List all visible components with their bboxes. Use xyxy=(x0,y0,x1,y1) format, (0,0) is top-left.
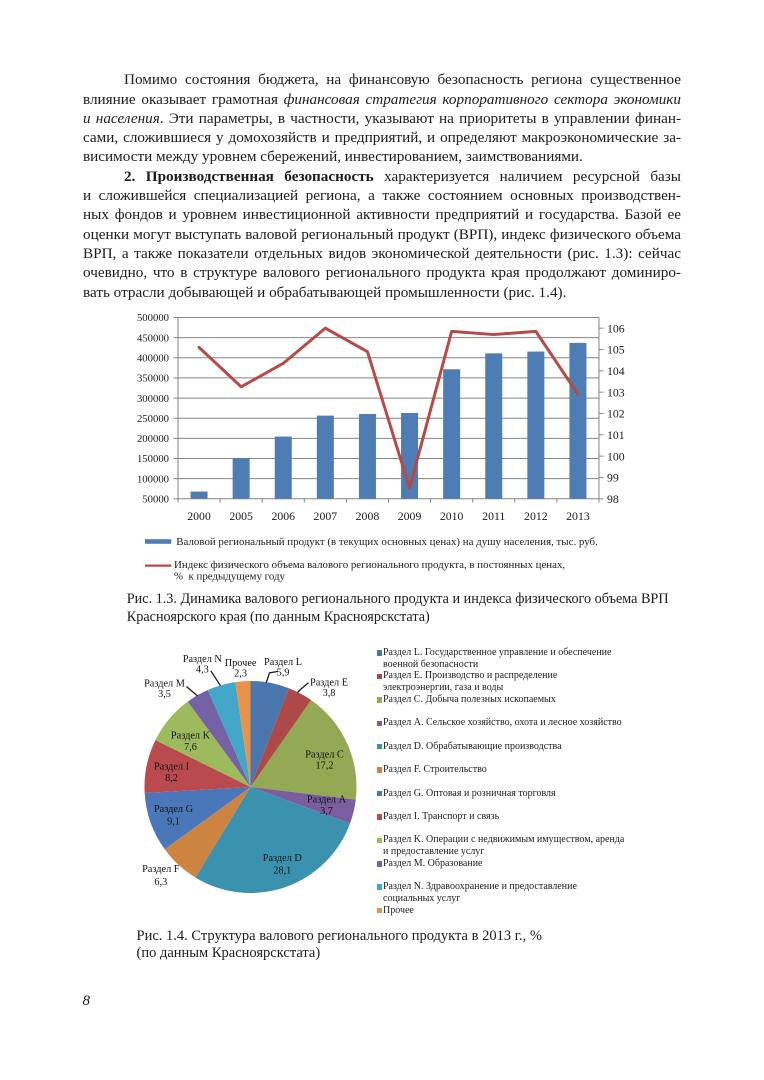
svg-text:400000: 400000 xyxy=(137,352,169,364)
svg-text:106: 106 xyxy=(607,321,625,335)
svg-text:100: 100 xyxy=(607,449,625,463)
svg-text:7,6: 7,6 xyxy=(184,742,197,753)
svg-text:6,3: 6,3 xyxy=(154,877,167,888)
svg-text:2005: 2005 xyxy=(229,509,253,523)
svg-text:102: 102 xyxy=(607,407,625,421)
svg-text:2,3: 2,3 xyxy=(234,669,247,680)
svg-text:9,1: 9,1 xyxy=(167,817,180,828)
svg-text:17,2: 17,2 xyxy=(315,761,333,772)
svg-text:3,8: 3,8 xyxy=(323,688,336,699)
svg-text:Раздел L: Раздел L xyxy=(264,657,302,668)
svg-text:50000: 50000 xyxy=(142,494,169,506)
svg-text:3,5: 3,5 xyxy=(158,689,171,700)
svg-text:2010: 2010 xyxy=(440,509,464,523)
svg-text:150000: 150000 xyxy=(137,453,169,465)
svg-text:104: 104 xyxy=(607,364,625,378)
svg-text:Раздел E: Раздел E xyxy=(310,678,348,689)
svg-text:105: 105 xyxy=(607,343,625,357)
svg-text:103: 103 xyxy=(607,385,625,399)
svg-text:Раздел G: Раздел G xyxy=(154,804,194,815)
svg-text:Раздел C: Раздел C xyxy=(305,749,344,760)
svg-text:500000: 500000 xyxy=(137,312,169,324)
svg-text:28,1: 28,1 xyxy=(273,865,291,876)
svg-text:2011: 2011 xyxy=(482,509,505,523)
svg-text:3,7: 3,7 xyxy=(320,806,333,817)
svg-text:Раздел N: Раздел N xyxy=(183,654,223,665)
svg-text:Раздел A: Раздел A xyxy=(307,794,347,805)
svg-text:Раздел D: Раздел D xyxy=(263,853,303,864)
svg-text:200000: 200000 xyxy=(137,433,169,445)
svg-text:2013: 2013 xyxy=(566,509,590,523)
svg-text:450000: 450000 xyxy=(137,332,169,344)
svg-text:250000: 250000 xyxy=(137,413,169,425)
svg-text:350000: 350000 xyxy=(137,373,169,385)
svg-text:300000: 300000 xyxy=(137,393,169,405)
svg-text:5,9: 5,9 xyxy=(277,667,290,678)
svg-text:Раздел M: Раздел M xyxy=(144,678,185,689)
svg-text:98: 98 xyxy=(607,492,619,506)
svg-text:4,3: 4,3 xyxy=(196,665,209,676)
svg-text:Раздел F: Раздел F xyxy=(142,864,180,875)
svg-text:Раздел K: Раздел K xyxy=(171,731,211,742)
svg-text:2008: 2008 xyxy=(356,509,380,523)
svg-text:2006: 2006 xyxy=(271,509,295,523)
svg-text:2007: 2007 xyxy=(314,509,338,523)
svg-text:2009: 2009 xyxy=(398,509,422,523)
svg-text:100000: 100000 xyxy=(137,473,169,485)
svg-text:101: 101 xyxy=(607,428,625,442)
svg-text:Раздел I: Раздел I xyxy=(154,761,190,772)
svg-text:2012: 2012 xyxy=(524,509,548,523)
svg-text:Прочее: Прочее xyxy=(225,658,257,669)
svg-text:Индекс физического объема вало: Индекс физического объема валового регио… xyxy=(174,559,565,571)
svg-text:% к предыдущему году: % к предыдущему году xyxy=(174,571,285,583)
svg-text:Валовой региональный продукт (: Валовой региональный продукт (в текущих … xyxy=(176,536,597,548)
svg-text:8,2: 8,2 xyxy=(165,773,178,784)
svg-text:99: 99 xyxy=(607,471,619,485)
svg-text:2000: 2000 xyxy=(187,509,211,523)
